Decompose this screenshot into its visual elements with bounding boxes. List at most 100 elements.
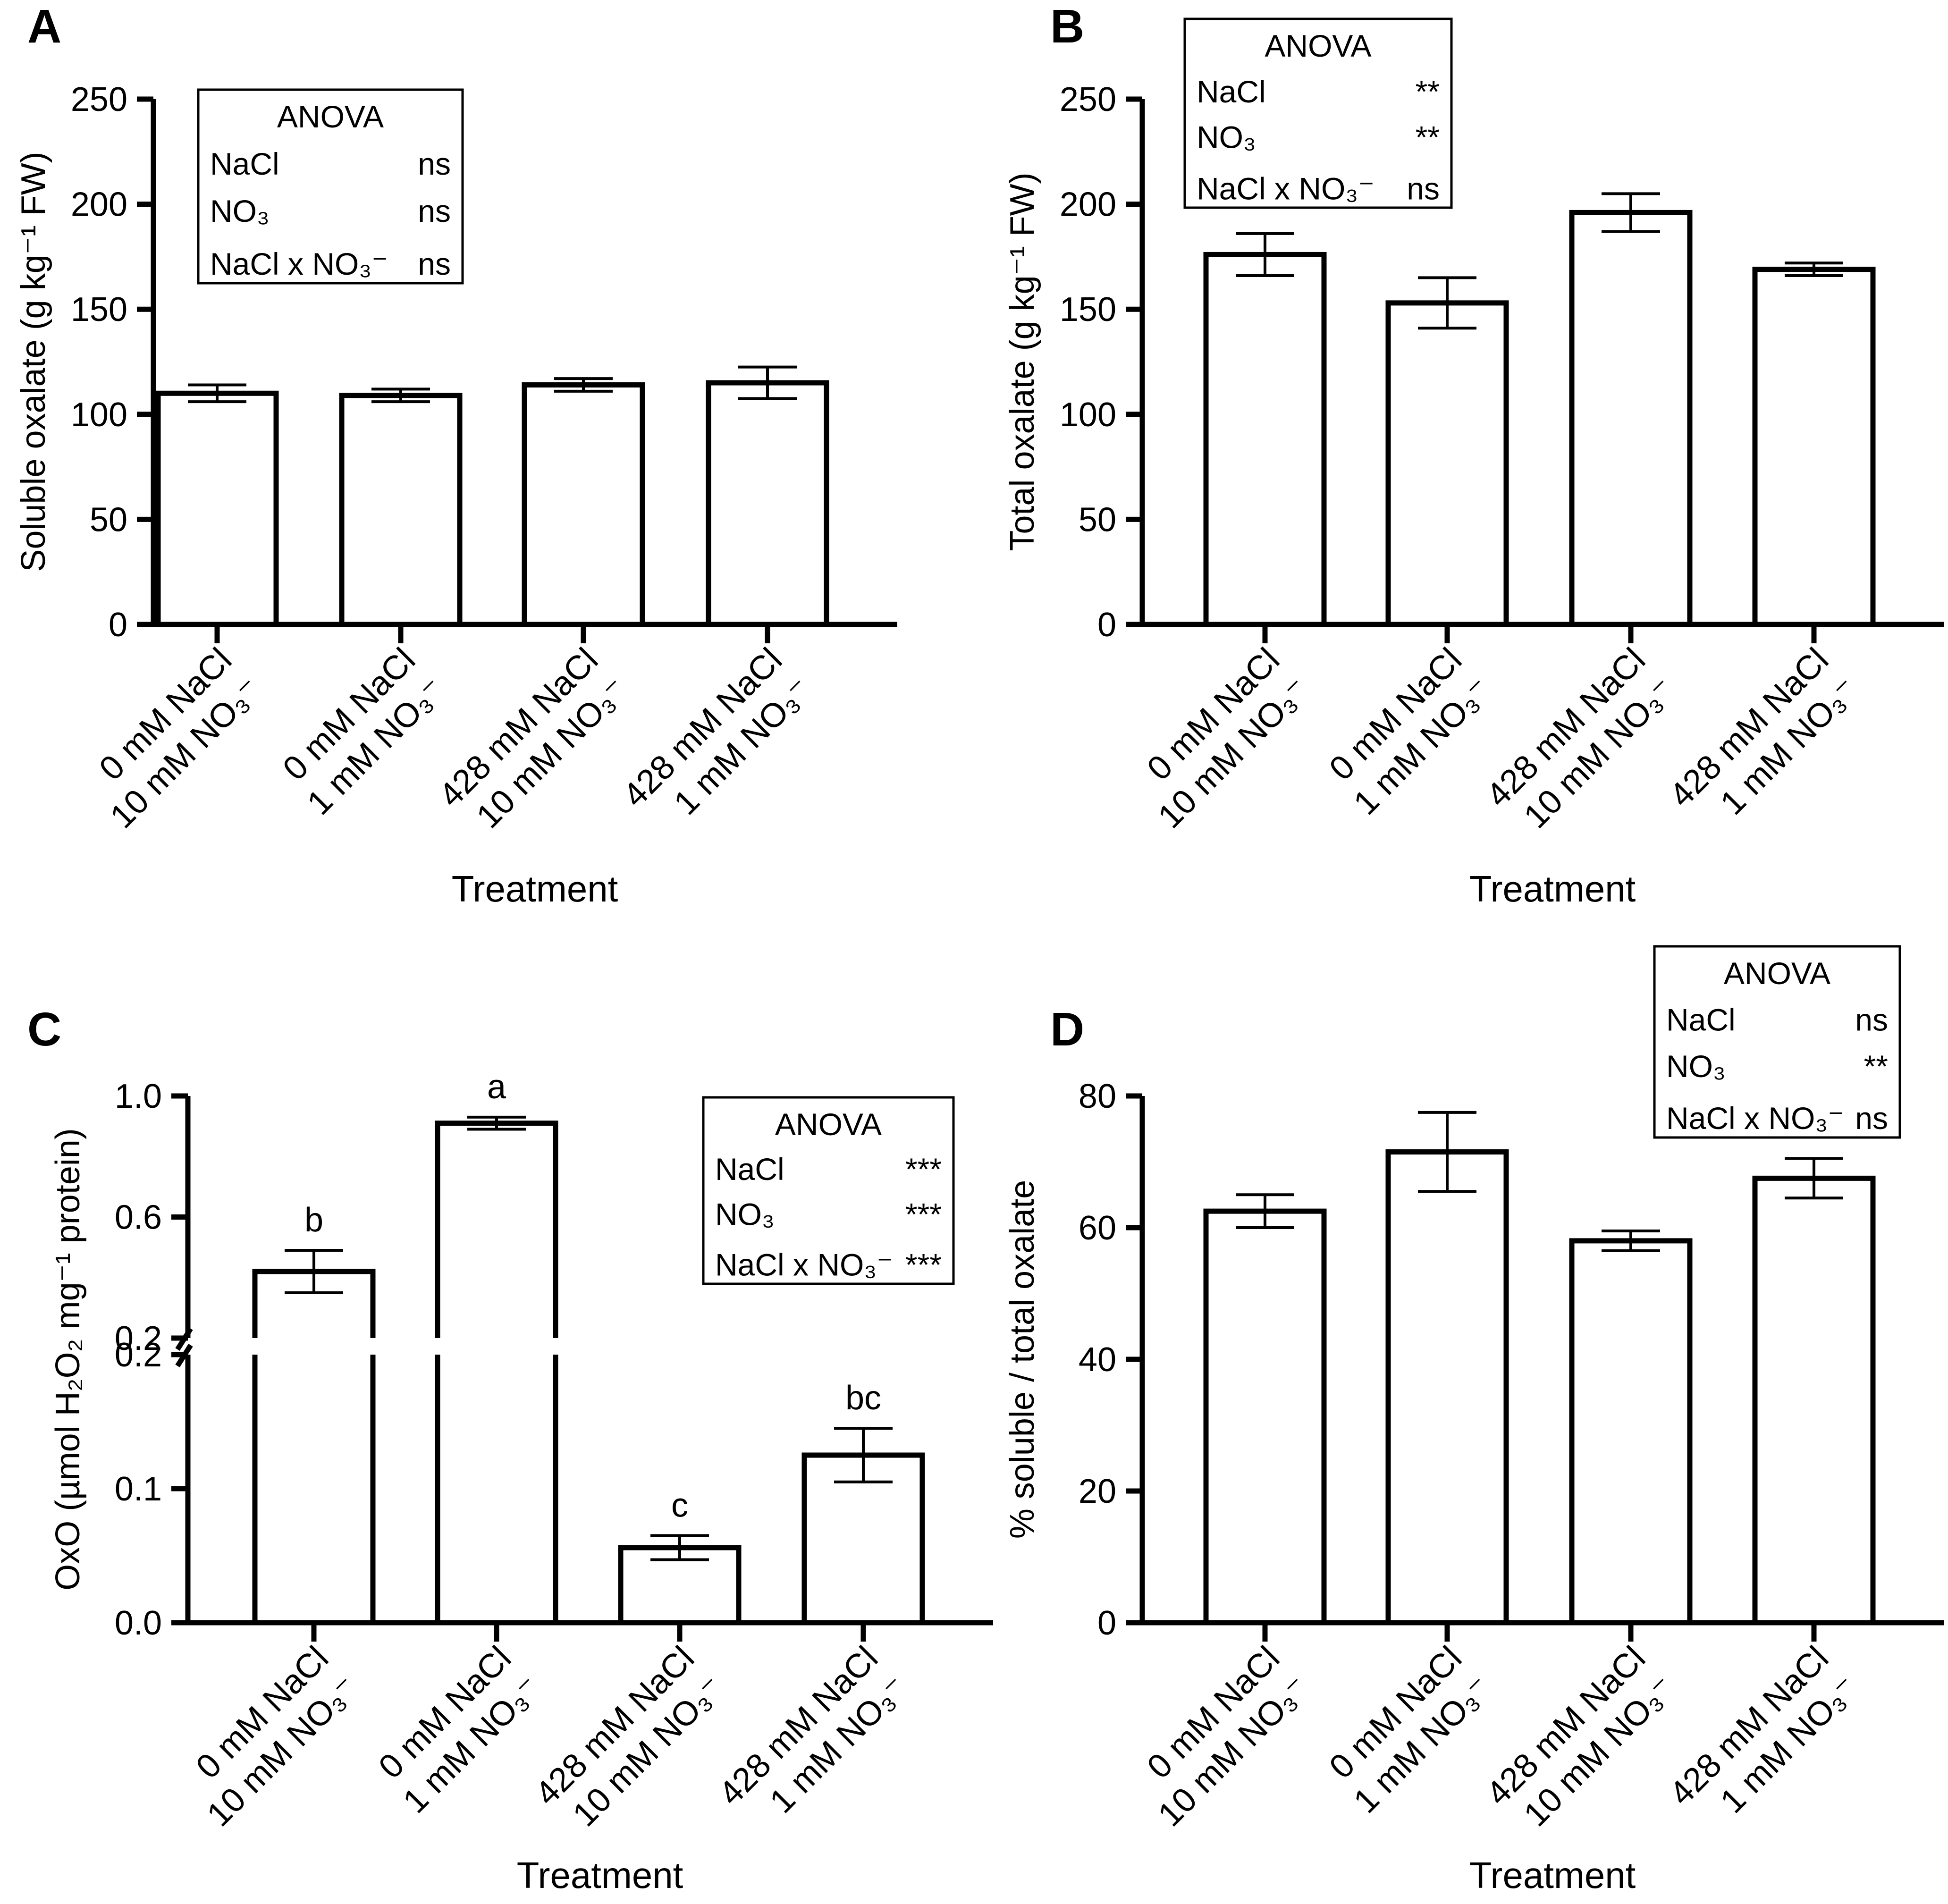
chart-panel-b: B 0 50 100 150 200 250 Total oxalate (g kg⁻¹ FW… — [1004, 0, 1944, 910]
bar — [706, 380, 829, 627]
bar — [522, 382, 645, 627]
anova-significance: ns — [1407, 171, 1440, 206]
y-tick-label: 60 — [1079, 1209, 1116, 1247]
bar — [155, 390, 279, 627]
bar — [1203, 252, 1327, 627]
significance-letter: a — [487, 1068, 506, 1106]
y-tick-label: 1.0 — [115, 1078, 162, 1115]
significance-letter: b — [304, 1201, 323, 1239]
y-tick-label: 0.2 — [115, 1320, 162, 1357]
chart-panel-a: A 0 50 100 150 200 250 Soluble oxalate (g kg⁻¹ … — [15, 0, 897, 910]
bar — [1385, 1149, 1509, 1626]
bar — [252, 1355, 376, 1623]
anova-significance: *** — [905, 1196, 942, 1231]
y-axis-label: Total oxalate (g kg⁻¹ FW) — [1004, 172, 1041, 551]
anova-factor: NaCl — [1666, 1002, 1736, 1037]
y-tick-label: 0.2 — [115, 1336, 162, 1374]
bar — [435, 1120, 558, 1338]
anova-box — [197, 88, 464, 285]
panel-letter: B — [1050, 0, 1084, 53]
panel-letter: C — [27, 1003, 61, 1056]
anova-factor: NaCl x NO₃⁻ — [715, 1247, 893, 1282]
y-tick-label: 80 — [1079, 1078, 1116, 1115]
bar — [435, 1355, 558, 1623]
anova-significance: ** — [1416, 74, 1440, 109]
y-tick-label: 100 — [1060, 396, 1116, 434]
anova-legend: ANOVA NaCl *** NO₃ *** NaCl x NO₃⁻ *** — [702, 1096, 955, 1285]
anova-legend: ANOVA NaCl ** NO₃ ** NaCl x NO₃⁻ ns — [1183, 17, 1453, 209]
chart-panel-c: C 0.0 0.1 0.20.2 0.6 1.0 OxO (µmol H₂O₂ mg⁻¹ p… — [27, 1003, 993, 1896]
anova-significance: ** — [1864, 1049, 1888, 1084]
anova-title: ANOVA — [277, 99, 384, 134]
x-axis-label: Treatment — [517, 1854, 683, 1896]
bar — [1752, 1175, 1876, 1626]
anova-title: ANOVA — [775, 1107, 882, 1142]
anova-significance: *** — [905, 1152, 942, 1187]
y-tick-label: 20 — [1079, 1473, 1116, 1510]
y-tick-label: 0.6 — [115, 1199, 162, 1237]
anova-factor: NO₃ — [1666, 1049, 1726, 1084]
anova-box — [1653, 945, 1901, 1139]
anova-significance: ns — [418, 194, 451, 228]
anova-significance: ns — [418, 246, 451, 281]
y-tick-label: 50 — [90, 501, 127, 539]
anova-box — [702, 1096, 955, 1285]
x-axis-label: Treatment — [1469, 868, 1636, 910]
anova-factor: NaCl x NO₃⁻ — [1666, 1101, 1844, 1136]
y-tick-label: 150 — [71, 291, 127, 329]
x-axis-label: Treatment — [1469, 1854, 1636, 1896]
bar — [1385, 300, 1509, 627]
anova-factor: NaCl — [210, 146, 279, 181]
anova-significance: ** — [1416, 120, 1440, 155]
y-tick-label: 50 — [1079, 501, 1116, 539]
anova-title: ANOVA — [1724, 956, 1830, 991]
chart-panel-d: D 0 20 40 60 80 % soluble / total oxalate 0 mM … — [1004, 945, 1944, 1896]
anova-factor: NaCl — [715, 1152, 784, 1187]
panel-letter: A — [27, 0, 61, 53]
y-tick-label: 150 — [1060, 291, 1116, 329]
y-tick-label: 0.1 — [115, 1470, 162, 1508]
y-tick-label: 100 — [71, 396, 127, 434]
y-axis-label: OxO (µmol H₂O₂ mg⁻¹ protein) — [49, 1128, 87, 1591]
anova-significance: *** — [905, 1247, 942, 1282]
y-tick-label: 200 — [1060, 186, 1116, 224]
y-tick-label: 200 — [71, 186, 127, 224]
bar — [1752, 267, 1876, 627]
y-tick-label: 0 — [1097, 1604, 1116, 1642]
y-tick-label: 0 — [109, 606, 127, 644]
anova-factor: NO₃ — [1197, 120, 1256, 155]
y-axis-label: % soluble / total oxalate — [1004, 1180, 1041, 1539]
anova-significance: ns — [1855, 1002, 1888, 1037]
y-tick-label: 250 — [1060, 81, 1116, 118]
anova-legend: ANOVA NaCl ns NO₃ ** NaCl x NO₃⁻ ns — [1653, 945, 1901, 1139]
bar — [1569, 1238, 1693, 1626]
anova-significance: ns — [1855, 1101, 1888, 1136]
x-axis-label: Treatment — [452, 868, 618, 910]
anova-significance: ns — [418, 146, 451, 181]
anova-factor: NaCl x NO₃⁻ — [210, 246, 388, 281]
y-axis-label: Soluble oxalate (g kg⁻¹ FW) — [15, 152, 52, 572]
anova-legend: ANOVA NaCl ns NO₃ ns NaCl x NO₃⁻ ns — [197, 88, 464, 285]
bar — [1569, 210, 1693, 627]
y-tick-label: 0.0 — [115, 1604, 162, 1642]
significance-letter: c — [671, 1486, 688, 1524]
bar — [339, 393, 463, 627]
anova-factor: NO₃ — [715, 1196, 775, 1231]
anova-title: ANOVA — [1265, 28, 1371, 63]
anova-box — [1183, 17, 1453, 209]
panel-letter: D — [1050, 1003, 1084, 1056]
anova-factor: NO₃ — [210, 194, 270, 228]
